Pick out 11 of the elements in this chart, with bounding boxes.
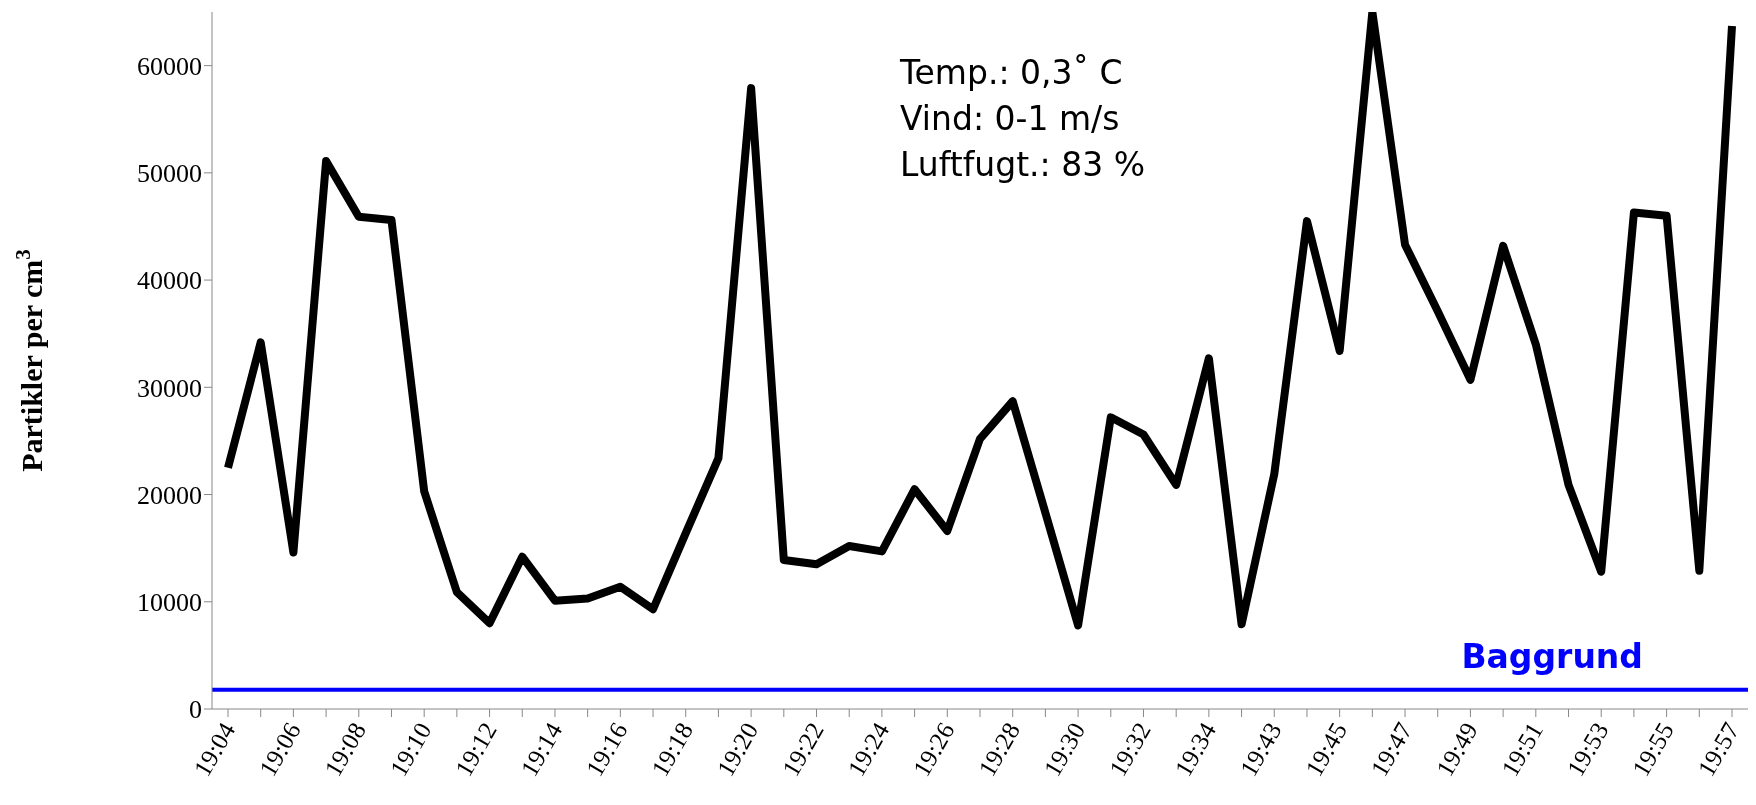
annotation: Luftfugt.: 83 % bbox=[900, 144, 1146, 186]
y-tick-label: 20000 bbox=[137, 480, 202, 510]
y-tick-label: 50000 bbox=[137, 159, 202, 189]
annotation: Temp.: 0,3˚ C bbox=[900, 52, 1124, 94]
y-tick-label: 30000 bbox=[137, 373, 202, 403]
annotation: Vind: 0-1 m/s bbox=[900, 98, 1121, 140]
y-tick-label: 40000 bbox=[137, 266, 202, 296]
y-tick-label: 0 bbox=[189, 695, 202, 725]
y-tick-label: 10000 bbox=[137, 588, 202, 617]
ref-line-label: Baggrund bbox=[1461, 636, 1643, 676]
y-tick-label: 60000 bbox=[137, 51, 202, 81]
